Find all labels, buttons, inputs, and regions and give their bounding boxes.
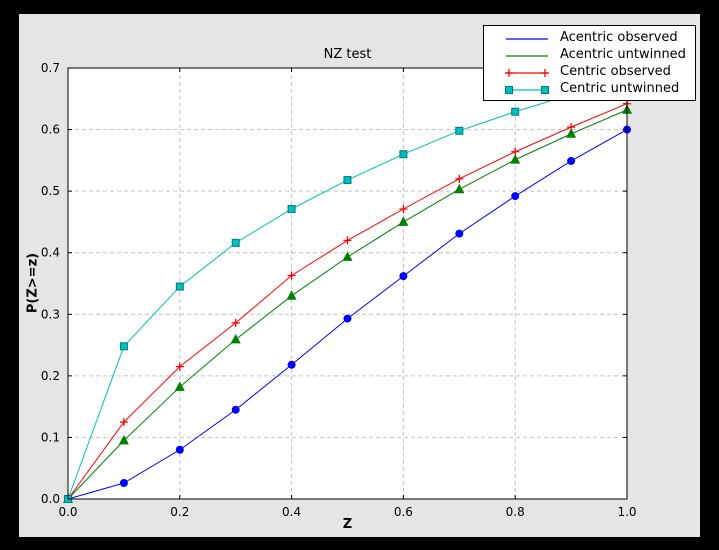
legend-entry-centric-untwinned: Centric untwinned: [490, 81, 689, 97]
y-tick-label: 0.6: [41, 123, 60, 137]
y-tick-label: 0.2: [41, 369, 60, 383]
legend-sample-centric-untwinned: [504, 82, 550, 96]
legend-label: Centric observed: [560, 64, 671, 79]
x-tick-label: 1.0: [617, 505, 636, 519]
y-tick-label: 0.0: [41, 492, 60, 506]
x-tick-label: 0.0: [58, 505, 77, 519]
series-centric-observed: [64, 99, 631, 503]
x-tick-label: 0.8: [506, 505, 525, 519]
legend-label: Acentric untwinned: [560, 47, 686, 62]
x-axis-label: Z: [342, 517, 353, 532]
matplotlib-figure: 0.0 0.2 0.4 0.6 0.8 1.0 0.0 0.1 0.2 0.3 0.4 0.5 0.6 0…: [19, 14, 700, 537]
x-tick-label: 0.6: [394, 505, 413, 519]
legend-sample-acentric-observed: [504, 31, 550, 45]
legend-entry-acentric-observed: Acentric observed: [490, 30, 689, 46]
legend-label: Centric untwinned: [560, 81, 680, 96]
legend-label: Acentric observed: [560, 30, 678, 45]
y-tick-label: 0.1: [41, 430, 60, 444]
x-tick-label: 0.4: [282, 505, 301, 519]
plot-canvas: 0.0 0.2 0.4 0.6 0.8 1.0 0.0 0.1 0.2 0.3 0.4 0.5 0.6 0…: [41, 61, 637, 519]
legend: Acentric observed Acentric untwinned Cen…: [483, 25, 696, 101]
x-tick-label: 0.2: [170, 505, 189, 519]
chart-title: NZ test: [323, 47, 372, 62]
legend-sample-acentric-untwinned: [504, 48, 550, 62]
legend-entry-acentric-untwinned: Acentric untwinned: [490, 47, 689, 63]
y-tick-label: 0.4: [41, 246, 60, 260]
legend-sample-centric-observed: [504, 65, 550, 79]
y-axis-label: P(Z>=z): [25, 252, 41, 314]
y-tick-label: 0.5: [41, 184, 60, 198]
y-tick-label: 0.7: [41, 61, 60, 75]
legend-entry-centric-observed: Centric observed: [490, 64, 689, 80]
y-tick-label: 0.3: [41, 307, 60, 321]
